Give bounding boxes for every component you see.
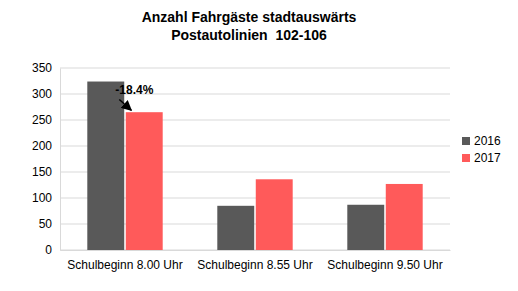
x-tick-label: Schulbeginn 9.50 Uhr: [327, 258, 442, 272]
y-tick-label: 150: [32, 165, 52, 179]
bars: [87, 82, 422, 250]
title: Anzahl Fahrgäste stadtauswärts: [142, 9, 357, 25]
y-tick-label: 250: [32, 113, 52, 127]
y-tick: 350: [32, 61, 60, 75]
bar: [217, 206, 254, 250]
y-axis-line: [60, 69, 61, 251]
y-tick: 250: [32, 113, 60, 127]
bar: [87, 82, 124, 250]
x-axis: Schulbeginn 8.00 Uhr Schulbeginn 8.55 Uhr…: [61, 250, 451, 272]
x-tick-label: Schulbeginn 8.00 Uhr: [67, 258, 182, 272]
y-tick: 150: [32, 165, 60, 179]
bar: [347, 205, 384, 250]
y-tick: 0: [45, 243, 60, 257]
legend-label: 2017: [474, 151, 501, 165]
series: [126, 112, 423, 250]
y-tick-label: 350: [32, 61, 52, 75]
legend-item: 2017: [462, 151, 501, 165]
y-tick-label: 100: [32, 191, 52, 205]
y-tick: 200: [32, 139, 60, 153]
y-tick-label: 200: [32, 139, 52, 153]
x-tick: Schulbeginn 8.55 Uhr: [197, 250, 312, 272]
y-axis: 0 50 100 150 200 250 300 350: [32, 61, 61, 257]
x-tick: Schulbeginn 8.00 Uhr: [67, 250, 182, 272]
bar: [126, 112, 163, 250]
bar: [256, 179, 293, 250]
x-tick: Schulbeginn 9.50 Uhr: [327, 250, 442, 272]
annotation: -18.4%: [115, 83, 153, 97]
legend-label: 2016: [474, 134, 501, 148]
subtitle: Postautolinien 102-106: [171, 27, 327, 43]
y-tick: 50: [39, 217, 60, 231]
legend-item: 2016: [462, 134, 501, 148]
legend-swatch: [462, 154, 470, 162]
x-tick-label: Schulbeginn 8.55 Uhr: [197, 258, 312, 272]
chart: Anzahl Fahrgäste stadtauswärts Postautoli…: [0, 0, 518, 291]
y-tick-label: 300: [32, 87, 52, 101]
y-tick: 300: [32, 87, 60, 101]
x-axis-line: [61, 250, 451, 251]
legend-swatch: [462, 137, 470, 145]
grid-line: [60, 68, 450, 69]
legend: 2016 2017: [462, 134, 501, 165]
series: [87, 82, 384, 250]
y-tick: 100: [32, 191, 60, 205]
grid: [60, 68, 450, 250]
annotation-arrow: [119, 100, 131, 111]
plot: 0 50 100 150 200 250 300 350 Schulbeginn 8.00 Uh…: [32, 61, 451, 271]
y-tick-label: 50: [39, 217, 53, 231]
y-tick-label: 0: [45, 243, 52, 257]
bar: [386, 184, 423, 250]
